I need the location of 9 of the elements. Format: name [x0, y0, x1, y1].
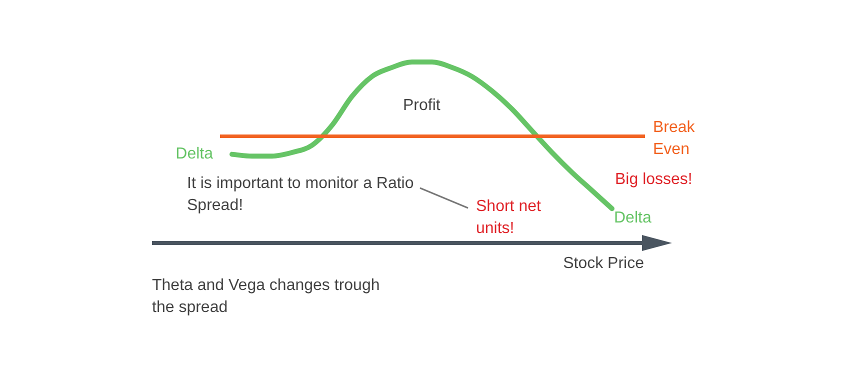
annotation: Short net units! [476, 198, 542, 237]
text: Theta and Vega changes trough the spread [152, 277, 380, 316]
annotation: Big losses! [615, 171, 692, 188]
text: Delta [176, 145, 213, 162]
annotation: Profit [403, 97, 441, 114]
annotation: It is important to monitor a Ratio Spread! [187, 175, 414, 214]
x-axis-title: Stock Price [563, 255, 644, 272]
ref-line-label: Break Even [653, 119, 696, 158]
series-label: Delta [614, 210, 652, 227]
